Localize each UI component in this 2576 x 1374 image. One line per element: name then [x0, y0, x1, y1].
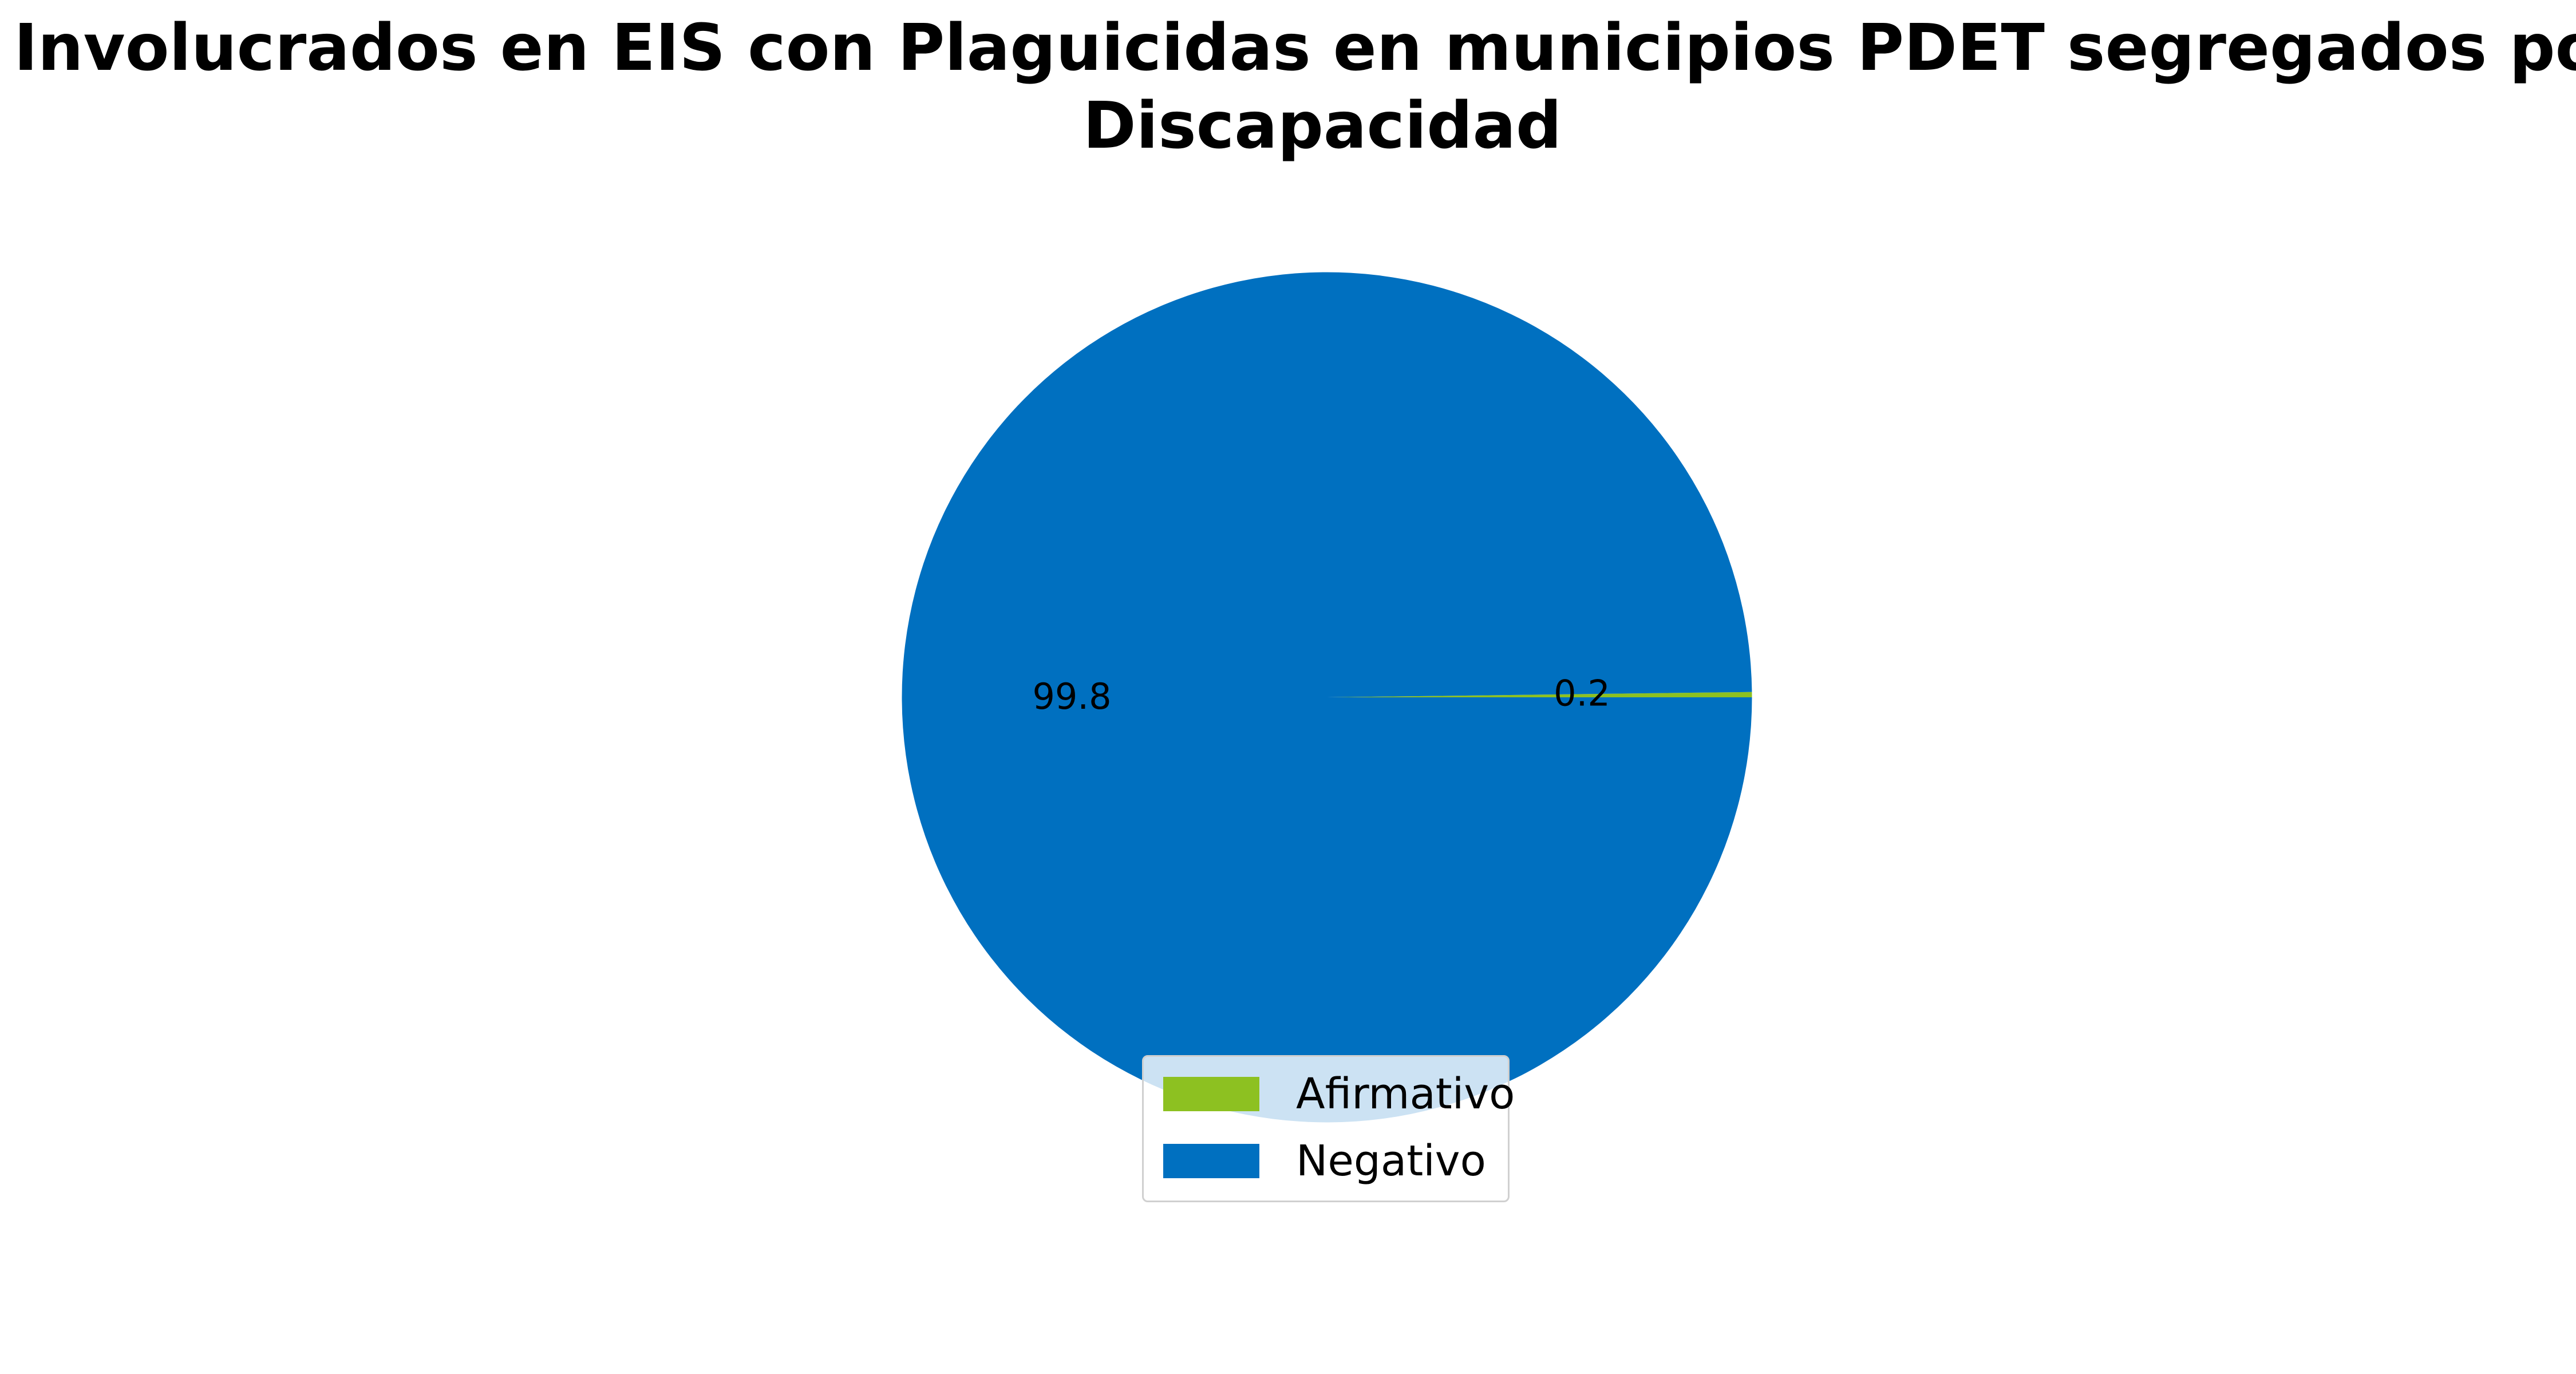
legend-item-negativo: Negativo: [1163, 1136, 1486, 1186]
pie-slice-negativo: [902, 272, 1752, 1123]
slice-label-afirmativo: 0.2: [1554, 672, 1610, 714]
chart-title-line-1: Involucrados en EIS con Plaguicidas en m…: [14, 11, 2576, 85]
legend-label-afirmativo: Afirmativo: [1296, 1069, 1515, 1119]
legend-label-negativo: Negativo: [1296, 1136, 1486, 1186]
legend: Afirmativo Negativo: [1142, 1055, 1515, 1202]
legend-item-afirmativo: Afirmativo: [1163, 1069, 1515, 1119]
pie-slice-afirmativo: [1327, 692, 1752, 697]
legend-swatch-negativo: [1163, 1144, 1259, 1178]
chart-title-line-2: Discapacidad: [1082, 89, 1562, 163]
chart-title: Involucrados en EIS con Plaguicidas en m…: [0, 9, 2576, 165]
legend-swatch-afirmativo: [1163, 1077, 1259, 1111]
pie-slice-labels: 0.2 99.8: [1032, 672, 1610, 717]
slice-label-negativo: 99.8: [1032, 676, 1111, 717]
pie-slices: [902, 272, 1752, 1123]
